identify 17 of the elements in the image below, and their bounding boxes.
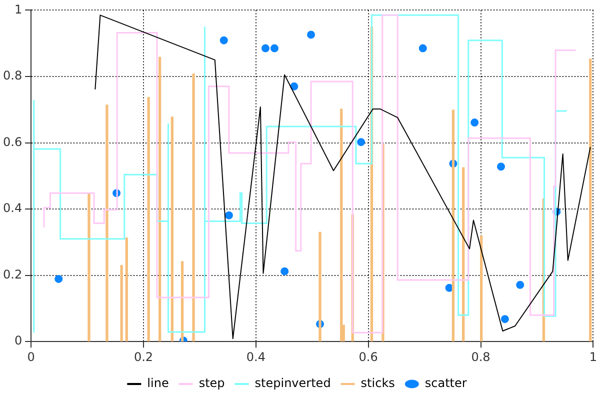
x-tick-label: 0.2 [134,350,154,364]
x-tick-label: 0 [27,350,35,364]
y-tick-label: 0.4 [2,201,22,216]
legend-label: stepinverted [254,376,331,390]
legend-label: scatter [424,376,467,390]
y-tick-label: 0.8 [2,68,22,83]
y-tick-label: 0 [14,334,22,348]
x-tick-label: 0.8 [471,350,490,364]
x-tick-label: 0.6 [358,350,378,364]
y-tick-label: 0.2 [2,267,22,282]
x-tick-label: 0.4 [246,350,266,364]
x-tick-label: 1 [589,350,598,364]
legend-label: line [147,376,169,390]
y-tick-label: 1 [14,2,22,16]
y-tick-label: 0.6 [2,134,22,149]
legend-label: sticks [360,376,395,390]
legend-label: step [198,376,225,390]
